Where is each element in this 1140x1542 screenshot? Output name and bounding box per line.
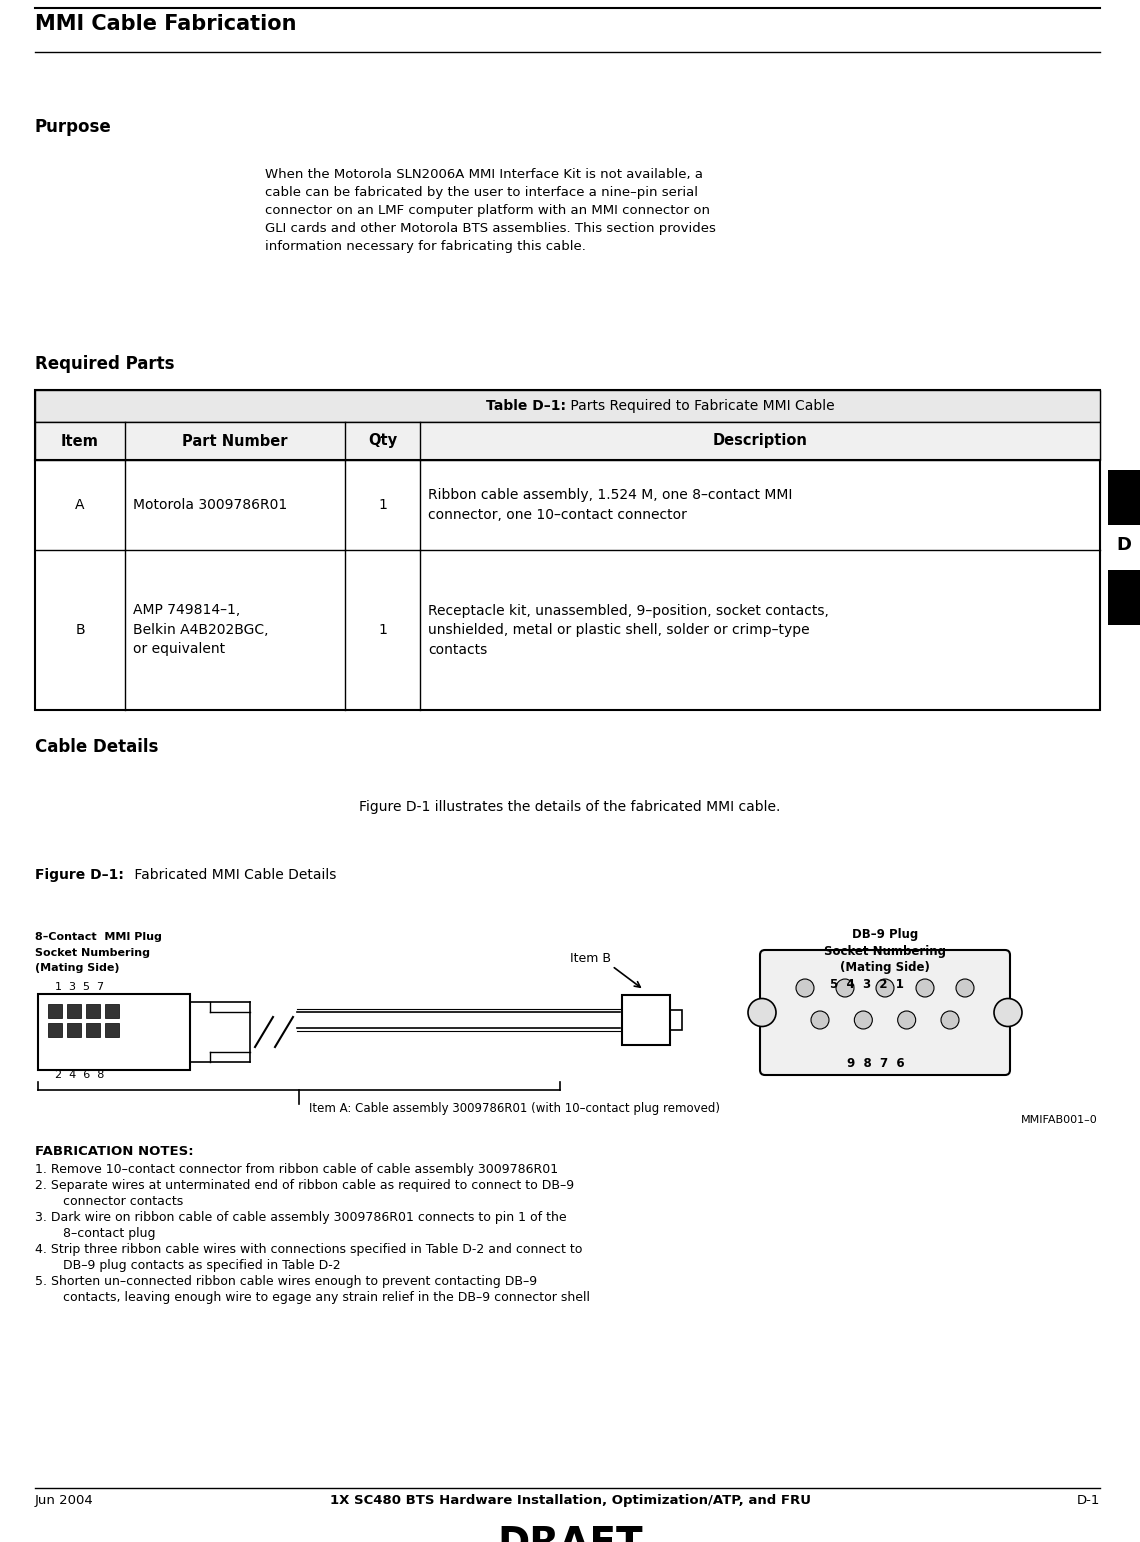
FancyBboxPatch shape (760, 950, 1010, 1075)
Bar (48, 1022, 62, 1038)
Text: 2. Separate wires at unterminated end of ribbon cable as required to connect to : 2. Separate wires at unterminated end of… (35, 1180, 575, 1192)
Bar (670, 1010, 682, 1030)
Text: Table D–1:: Table D–1: (486, 399, 565, 413)
Text: 8–Contact  MMI Plug: 8–Contact MMI Plug (35, 931, 162, 942)
Text: 5  4  3  2  1: 5 4 3 2 1 (830, 978, 904, 992)
Text: 2  4  6  8: 2 4 6 8 (55, 1070, 105, 1079)
Bar (67, 1004, 81, 1018)
Text: Fabricated MMI Cable Details: Fabricated MMI Cable Details (130, 868, 336, 882)
Text: Jun 2004: Jun 2004 (35, 1494, 93, 1507)
Text: B: B (75, 623, 84, 637)
Text: Motorola 3009786R01: Motorola 3009786R01 (133, 498, 287, 512)
Circle shape (748, 999, 776, 1027)
Text: AMP 749814–1,
Belkin A4B202BGC,
or equivalent: AMP 749814–1, Belkin A4B202BGC, or equiv… (133, 603, 269, 657)
Text: connector contacts: connector contacts (35, 1195, 184, 1207)
Text: 4. Strip three ribbon cable wires with connections specified in Table D-2 and co: 4. Strip three ribbon cable wires with c… (35, 1243, 583, 1257)
Text: 1: 1 (378, 623, 386, 637)
Bar (67, 1022, 81, 1038)
Circle shape (876, 979, 894, 998)
Bar (35, 390, 1100, 423)
Circle shape (796, 979, 814, 998)
Bar (86, 1022, 100, 1038)
Text: DRAFT: DRAFT (497, 1525, 643, 1542)
Text: Purpose: Purpose (35, 119, 112, 136)
Text: Description: Description (712, 433, 807, 449)
Text: (Mating Side): (Mating Side) (35, 964, 120, 973)
Circle shape (956, 979, 974, 998)
Text: 3. Dark wire on ribbon cable of cable assembly 3009786R01 connects to pin 1 of t: 3. Dark wire on ribbon cable of cable as… (35, 1210, 567, 1224)
Text: Socket Numbering: Socket Numbering (824, 945, 946, 958)
Text: Parts Required to Fabricate MMI Cable: Parts Required to Fabricate MMI Cable (565, 399, 834, 413)
Text: contacts, leaving enough wire to egage any strain relief in the DB–9 connector s: contacts, leaving enough wire to egage a… (35, 1291, 591, 1305)
Text: Socket Numbering: Socket Numbering (35, 948, 150, 958)
Text: (Mating Side): (Mating Side) (840, 961, 930, 975)
Text: DB–9 plug contacts as specified in Table D-2: DB–9 plug contacts as specified in Table… (35, 1258, 341, 1272)
Circle shape (897, 1012, 915, 1029)
Text: A: A (75, 498, 84, 512)
Text: MMIFAB001–0: MMIFAB001–0 (1021, 1115, 1098, 1126)
Text: FABRICATION NOTES:: FABRICATION NOTES: (35, 1146, 194, 1158)
Text: 5. Shorten un–connected ribbon cable wires enough to prevent contacting DB–9: 5. Shorten un–connected ribbon cable wir… (35, 1275, 537, 1288)
Text: Item: Item (62, 433, 99, 449)
Text: Figure D-1 illustrates the details of the fabricated MMI cable.: Figure D-1 illustrates the details of th… (359, 800, 781, 814)
Text: When the Motorola SLN2006A MMI Interface Kit is not available, a
cable can be fa: When the Motorola SLN2006A MMI Interface… (264, 168, 716, 253)
Circle shape (854, 1012, 872, 1029)
Text: D: D (1116, 537, 1132, 554)
Circle shape (811, 1012, 829, 1029)
Bar (105, 1022, 119, 1038)
Circle shape (917, 979, 934, 998)
Text: Cable Details: Cable Details (35, 739, 158, 756)
Circle shape (994, 999, 1021, 1027)
Text: 1  3  5  7: 1 3 5 7 (55, 982, 104, 992)
Text: Figure D–1:: Figure D–1: (35, 868, 124, 882)
Text: 1X SC480 BTS Hardware Installation, Optimization/ATP, and FRU: 1X SC480 BTS Hardware Installation, Opti… (329, 1494, 811, 1507)
Text: D-1: D-1 (1076, 1494, 1100, 1507)
Bar (105, 1004, 119, 1018)
Text: Part Number: Part Number (182, 433, 287, 449)
Text: 1. Remove 10–contact connector from ribbon cable of cable assembly 3009786R01: 1. Remove 10–contact connector from ribb… (35, 1163, 559, 1177)
Bar (622, 995, 670, 1045)
Text: 8–contact plug: 8–contact plug (35, 1227, 155, 1240)
Text: Item A: Cable assembly 3009786R01 (with 10–contact plug removed): Item A: Cable assembly 3009786R01 (with … (309, 1103, 720, 1115)
Bar (1108, 470, 1140, 524)
Text: Ribbon cable assembly, 1.524 M, one 8–contact MMI
connector, one 10–contact conn: Ribbon cable assembly, 1.524 M, one 8–co… (428, 489, 792, 521)
Text: 9  8  7  6: 9 8 7 6 (847, 1056, 905, 1070)
Bar (35, 423, 1100, 460)
Text: 1: 1 (378, 498, 386, 512)
Text: Item B: Item B (570, 951, 611, 965)
Text: Required Parts: Required Parts (35, 355, 174, 373)
Text: DB–9 Plug: DB–9 Plug (852, 928, 918, 941)
Bar (1108, 571, 1140, 625)
Circle shape (836, 979, 854, 998)
Text: MMI Cable Fabrication: MMI Cable Fabrication (35, 14, 296, 34)
Circle shape (940, 1012, 959, 1029)
Text: Receptacle kit, unassembled, 9–position, socket contacts,
unshielded, metal or p: Receptacle kit, unassembled, 9–position,… (428, 603, 829, 657)
Bar (38, 995, 190, 1070)
Bar (48, 1004, 62, 1018)
Bar (86, 1004, 100, 1018)
Text: Qty: Qty (368, 433, 397, 449)
